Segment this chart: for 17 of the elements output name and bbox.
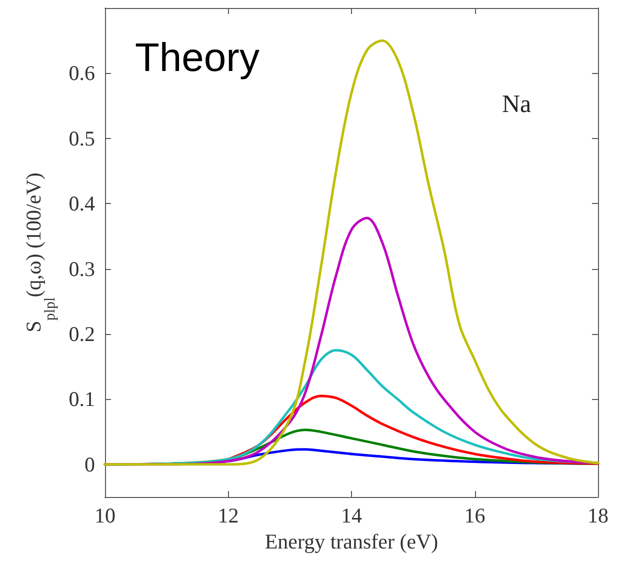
y-tick-label: 0.2: [68, 322, 95, 346]
y-axis-title: Splpl(q,ω) (100/eV): [21, 172, 58, 332]
x-tick-label: 12: [218, 504, 239, 528]
annotation: Theory: [135, 36, 260, 80]
y-tick-label: 0.1: [68, 387, 95, 412]
x-tick-label: 18: [588, 504, 608, 528]
x-tick-label: 10: [94, 504, 116, 528]
x-axis-title: Energy transfer (eV): [264, 529, 438, 554]
y-tick-label: 0.4: [68, 192, 96, 216]
line-series: [104, 39, 600, 466]
y-tick-label: 0.3: [68, 256, 95, 281]
annotation: Na: [502, 91, 532, 118]
y-tick-label: 0: [84, 452, 95, 476]
x-tick-label: 14: [341, 504, 362, 528]
y-tick-label: 0.5: [68, 126, 95, 150]
y-tick-label: 0.6: [68, 61, 95, 86]
x-tick-label: 16: [464, 504, 486, 528]
